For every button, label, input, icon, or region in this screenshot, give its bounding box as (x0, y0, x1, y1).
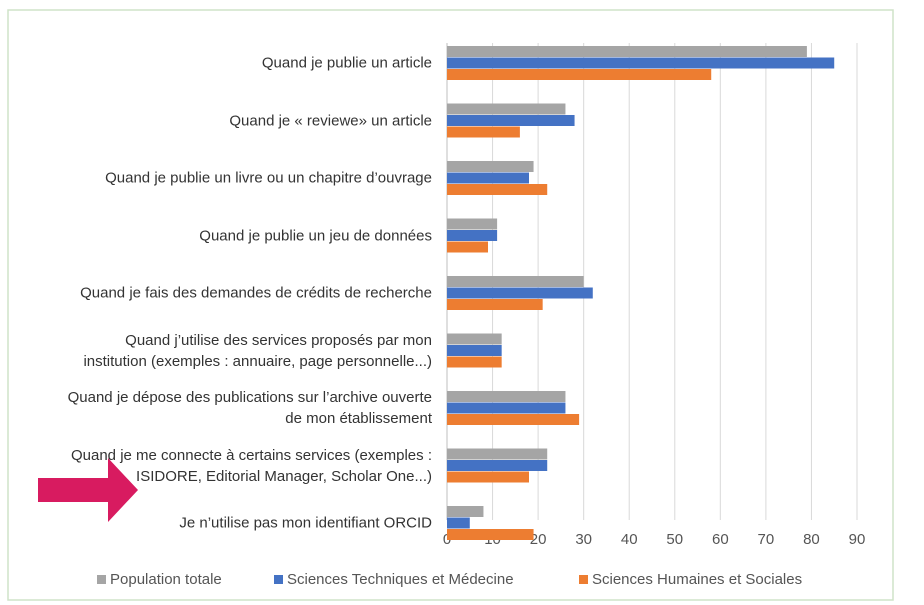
bar (447, 345, 502, 356)
bar (447, 506, 484, 517)
bar (447, 126, 520, 138)
bar (447, 460, 548, 471)
bar (447, 402, 566, 414)
x-tick-label: 70 (758, 531, 775, 548)
x-tick-label: 20 (530, 531, 547, 548)
bar (447, 471, 529, 483)
arrow (38, 458, 138, 522)
bar (447, 103, 566, 115)
legend-label: Sciences Techniques et Médecine (287, 571, 514, 588)
bar (447, 276, 584, 287)
bar (447, 241, 488, 253)
bar (447, 115, 575, 126)
bar (447, 230, 498, 241)
bar (447, 287, 593, 299)
bar (447, 299, 543, 310)
category-label: Quand je me connecte à certains services… (70, 446, 432, 485)
category-label: Quand je dépose des publications sur l’a… (67, 389, 432, 427)
x-tick-label: 40 (621, 531, 638, 548)
bar (447, 391, 566, 402)
bar (447, 184, 548, 195)
category-label: Quand je « reviewe» un article (229, 112, 432, 129)
bar (447, 218, 498, 230)
legend-swatch (97, 575, 106, 584)
bar (447, 333, 502, 345)
x-tick-label: 90 (849, 531, 866, 548)
bar (447, 161, 534, 172)
legend-label: Sciences Humaines et Sociales (592, 571, 802, 588)
category-label: Quand je publie un article (261, 54, 432, 72)
bar (447, 448, 548, 460)
x-tick-label: 50 (666, 531, 683, 548)
bar (447, 356, 502, 368)
category-label: Quand je publie un jeu de données (199, 227, 432, 244)
x-tick-label: 30 (575, 531, 592, 548)
category-label: Quand je fais des demandes de crédits de… (80, 284, 432, 302)
legend-swatch (274, 575, 283, 584)
bar (447, 69, 712, 80)
category-label: Quand je publie un livre ou un chapitre … (105, 169, 432, 187)
bar (447, 517, 470, 529)
bar (447, 57, 835, 69)
x-tick-label: 60 (712, 531, 729, 548)
legend-swatch (579, 575, 588, 584)
legend-label: Population totale (110, 571, 222, 588)
bar (447, 414, 580, 425)
category-label: Je n’utilise pas mon identifiant ORCID (179, 514, 432, 532)
bar (447, 46, 807, 57)
bar (447, 529, 534, 540)
bar (447, 172, 529, 184)
category-label: Quand j’utilise des services proposés pa… (83, 331, 432, 370)
x-tick-label: 80 (803, 531, 820, 548)
